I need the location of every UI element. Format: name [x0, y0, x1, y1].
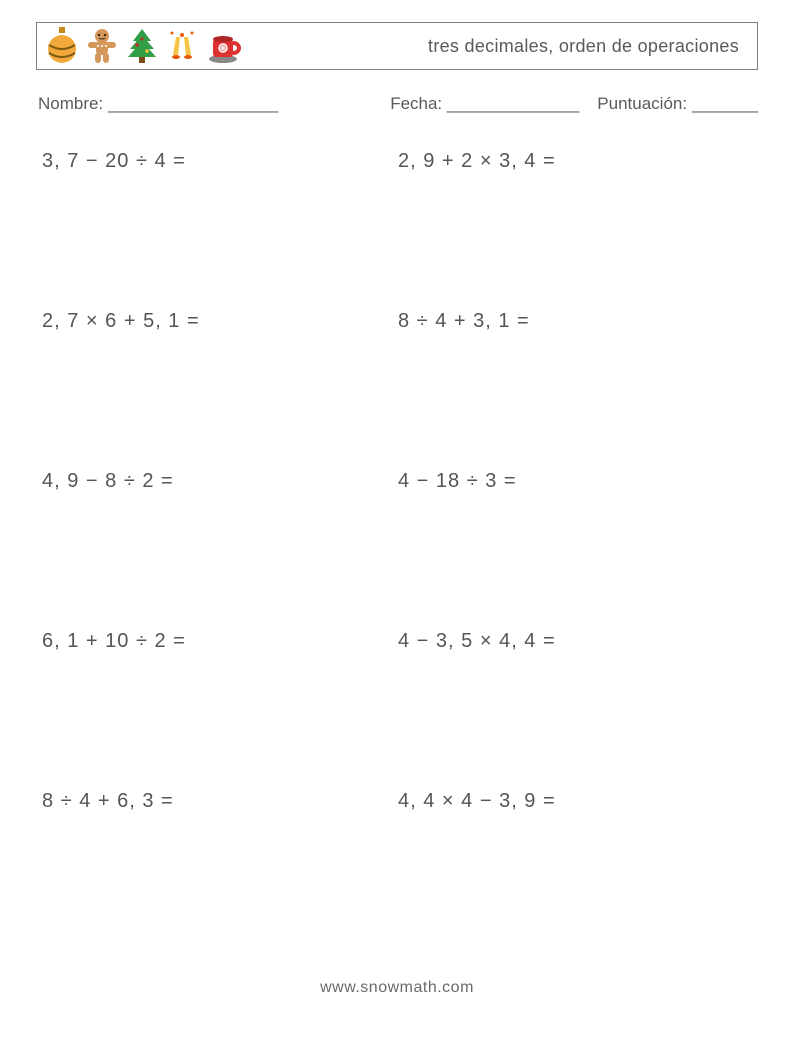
name-blank: __________________ — [108, 94, 278, 113]
header-icons — [41, 27, 245, 65]
problem-row: 8 ÷ 4 + 6, 3 = 4, 4 × 4 − 3, 9 = — [38, 790, 758, 950]
problem-row: 2, 7 × 6 + 5, 1 = 8 ÷ 4 + 3, 1 = — [38, 310, 758, 470]
problem-cell: 2, 7 × 6 + 5, 1 = — [38, 310, 398, 333]
score-field: Puntuación: _______ — [597, 94, 758, 114]
problem-row: 6, 1 + 10 ÷ 2 = 4 − 3, 5 × 4, 4 = — [38, 630, 758, 790]
mug-icon — [205, 27, 245, 65]
date-blank: ______________ — [447, 94, 579, 113]
date-label: Fecha: — [390, 94, 442, 113]
name-field: Nombre: __________________ — [38, 94, 278, 114]
meta-right: Fecha: ______________ Puntuación: ______… — [390, 94, 758, 114]
glasses-icon — [165, 27, 199, 65]
meta-row: Nombre: __________________ Fecha: ______… — [38, 94, 758, 114]
problem-row: 3, 7 − 20 ÷ 4 = 2, 9 + 2 × 3, 4 = — [38, 150, 758, 310]
problem-cell: 8 ÷ 4 + 6, 3 = — [38, 790, 398, 813]
worksheet-title: tres decimales, orden de operaciones — [428, 36, 747, 57]
problem-cell: 4 − 3, 5 × 4, 4 = — [398, 630, 758, 653]
worksheet-page: tres decimales, orden de operaciones Nom… — [0, 0, 794, 1053]
problem-cell: 2, 9 + 2 × 3, 4 = — [398, 150, 758, 173]
gingerbread-icon — [85, 27, 119, 65]
problem-cell: 8 ÷ 4 + 3, 1 = — [398, 310, 758, 333]
score-blank: _______ — [692, 94, 758, 113]
date-field: Fecha: ______________ — [390, 94, 579, 114]
header-box: tres decimales, orden de operaciones — [36, 22, 758, 70]
problem-cell: 4 − 18 ÷ 3 = — [398, 470, 758, 493]
problem-row: 4, 9 − 8 ÷ 2 = 4 − 18 ÷ 3 = — [38, 470, 758, 630]
problem-cell: 3, 7 − 20 ÷ 4 = — [38, 150, 398, 173]
problems-grid: 3, 7 − 20 ÷ 4 = 2, 9 + 2 × 3, 4 = 2, 7 ×… — [38, 150, 758, 950]
problem-cell: 4, 9 − 8 ÷ 2 = — [38, 470, 398, 493]
name-label: Nombre: — [38, 94, 103, 113]
ornament-icon — [45, 27, 79, 65]
problem-cell: 4, 4 × 4 − 3, 9 = — [398, 790, 758, 813]
tree-icon — [125, 27, 159, 65]
footer-link: www.snowmath.com — [0, 979, 794, 997]
score-label: Puntuación: — [597, 94, 687, 113]
problem-cell: 6, 1 + 10 ÷ 2 = — [38, 630, 398, 653]
